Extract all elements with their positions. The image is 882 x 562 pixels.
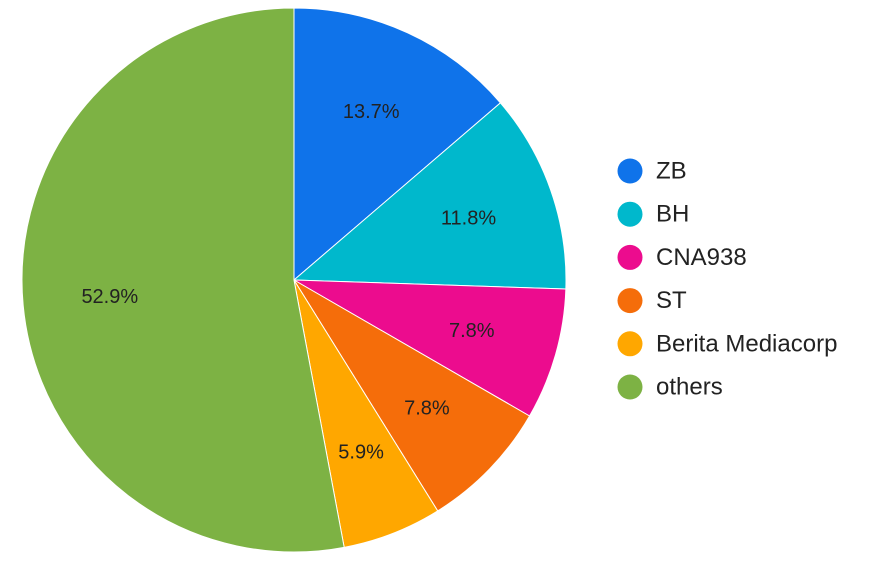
- legend-label: others: [656, 374, 723, 401]
- pie-slice-bh: [292, 102, 567, 290]
- legend-item: ZB: [617, 158, 687, 185]
- slice-value-label: 13.7%: [343, 101, 400, 123]
- legend: ZB BH CNA938 ST Berita Mediacorp others: [617, 158, 837, 401]
- legend-label: ZB: [656, 158, 687, 185]
- legend-item: ST: [617, 287, 687, 314]
- legend-label: CNA938: [656, 244, 747, 271]
- legend-swatch: [617, 374, 643, 400]
- legend-label: Berita Mediacorp: [656, 330, 837, 357]
- legend-item: Berita Mediacorp: [617, 330, 837, 357]
- pie-slice-cna938: [293, 279, 567, 417]
- legend-label: ST: [656, 287, 687, 314]
- pie-slice-labels: 13.7% 11.8% 7.8% 7.8% 5.9% 52.9%: [81, 101, 496, 463]
- slice-value-label: 5.9%: [338, 441, 384, 463]
- legend-item: BH: [617, 201, 689, 228]
- pie-slice-zb: [293, 7, 502, 282]
- slice-value-label: 7.8%: [449, 320, 495, 342]
- slice-value-label: 7.8%: [404, 398, 450, 420]
- slice-value-label: 52.9%: [81, 286, 138, 308]
- legend-swatch: [617, 158, 643, 184]
- legend-label: BH: [656, 201, 689, 228]
- legend-item: CNA938: [617, 244, 747, 271]
- legend-swatch: [617, 288, 643, 314]
- pie-slice-st: [293, 279, 531, 512]
- legend-item: others: [617, 374, 723, 401]
- legend-swatch: [617, 331, 643, 357]
- pie-slice-others: [21, 7, 345, 553]
- legend-swatch: [617, 244, 643, 270]
- pie-slices: [21, 7, 567, 553]
- legend-swatch: [617, 201, 643, 227]
- slice-value-label: 11.8%: [441, 208, 496, 230]
